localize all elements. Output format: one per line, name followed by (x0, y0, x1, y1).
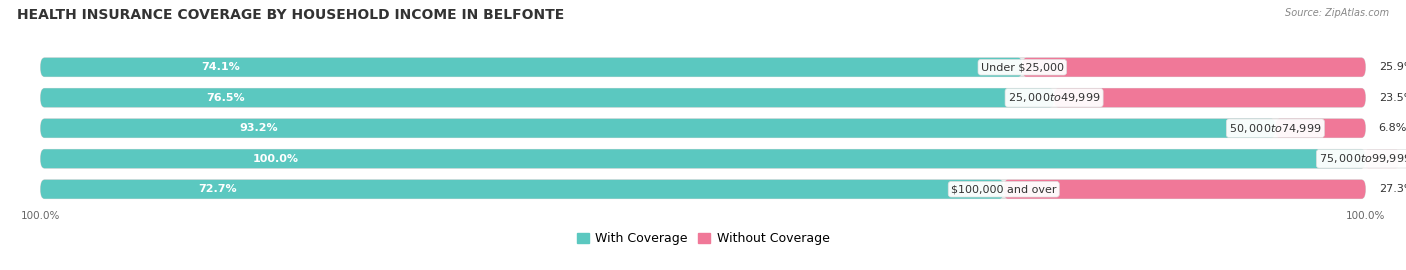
Text: 100.0%: 100.0% (1346, 211, 1385, 221)
Text: 0.0%: 0.0% (1379, 154, 1406, 164)
FancyBboxPatch shape (1022, 58, 1365, 77)
FancyBboxPatch shape (1275, 119, 1365, 138)
Text: 76.5%: 76.5% (205, 93, 245, 103)
Text: 23.5%: 23.5% (1379, 93, 1406, 103)
Text: $50,000 to $74,999: $50,000 to $74,999 (1229, 122, 1322, 135)
Text: Under $25,000: Under $25,000 (981, 62, 1064, 72)
Text: 72.7%: 72.7% (198, 184, 236, 194)
Text: 25.9%: 25.9% (1379, 62, 1406, 72)
FancyBboxPatch shape (41, 149, 1365, 168)
FancyBboxPatch shape (41, 119, 1365, 138)
FancyBboxPatch shape (1004, 180, 1365, 199)
Text: $75,000 to $99,999: $75,000 to $99,999 (1319, 152, 1406, 165)
FancyBboxPatch shape (1054, 88, 1365, 107)
Text: HEALTH INSURANCE COVERAGE BY HOUSEHOLD INCOME IN BELFONTE: HEALTH INSURANCE COVERAGE BY HOUSEHOLD I… (17, 8, 564, 22)
Text: 100.0%: 100.0% (21, 211, 60, 221)
Text: 100.0%: 100.0% (253, 154, 298, 164)
FancyBboxPatch shape (41, 149, 1365, 168)
Text: 6.8%: 6.8% (1379, 123, 1406, 133)
FancyBboxPatch shape (41, 88, 1365, 107)
FancyBboxPatch shape (41, 119, 1275, 138)
FancyBboxPatch shape (41, 180, 1365, 199)
Text: 27.3%: 27.3% (1379, 184, 1406, 194)
Text: 93.2%: 93.2% (239, 123, 277, 133)
FancyBboxPatch shape (41, 58, 1022, 77)
FancyBboxPatch shape (41, 180, 1004, 199)
Text: $25,000 to $49,999: $25,000 to $49,999 (1008, 91, 1101, 104)
FancyBboxPatch shape (41, 58, 1365, 77)
Text: 74.1%: 74.1% (201, 62, 240, 72)
FancyBboxPatch shape (41, 88, 1054, 107)
Text: Source: ZipAtlas.com: Source: ZipAtlas.com (1285, 8, 1389, 18)
Legend: With Coverage, Without Coverage: With Coverage, Without Coverage (572, 227, 834, 251)
Text: $100,000 and over: $100,000 and over (950, 184, 1056, 194)
FancyBboxPatch shape (1365, 149, 1399, 168)
